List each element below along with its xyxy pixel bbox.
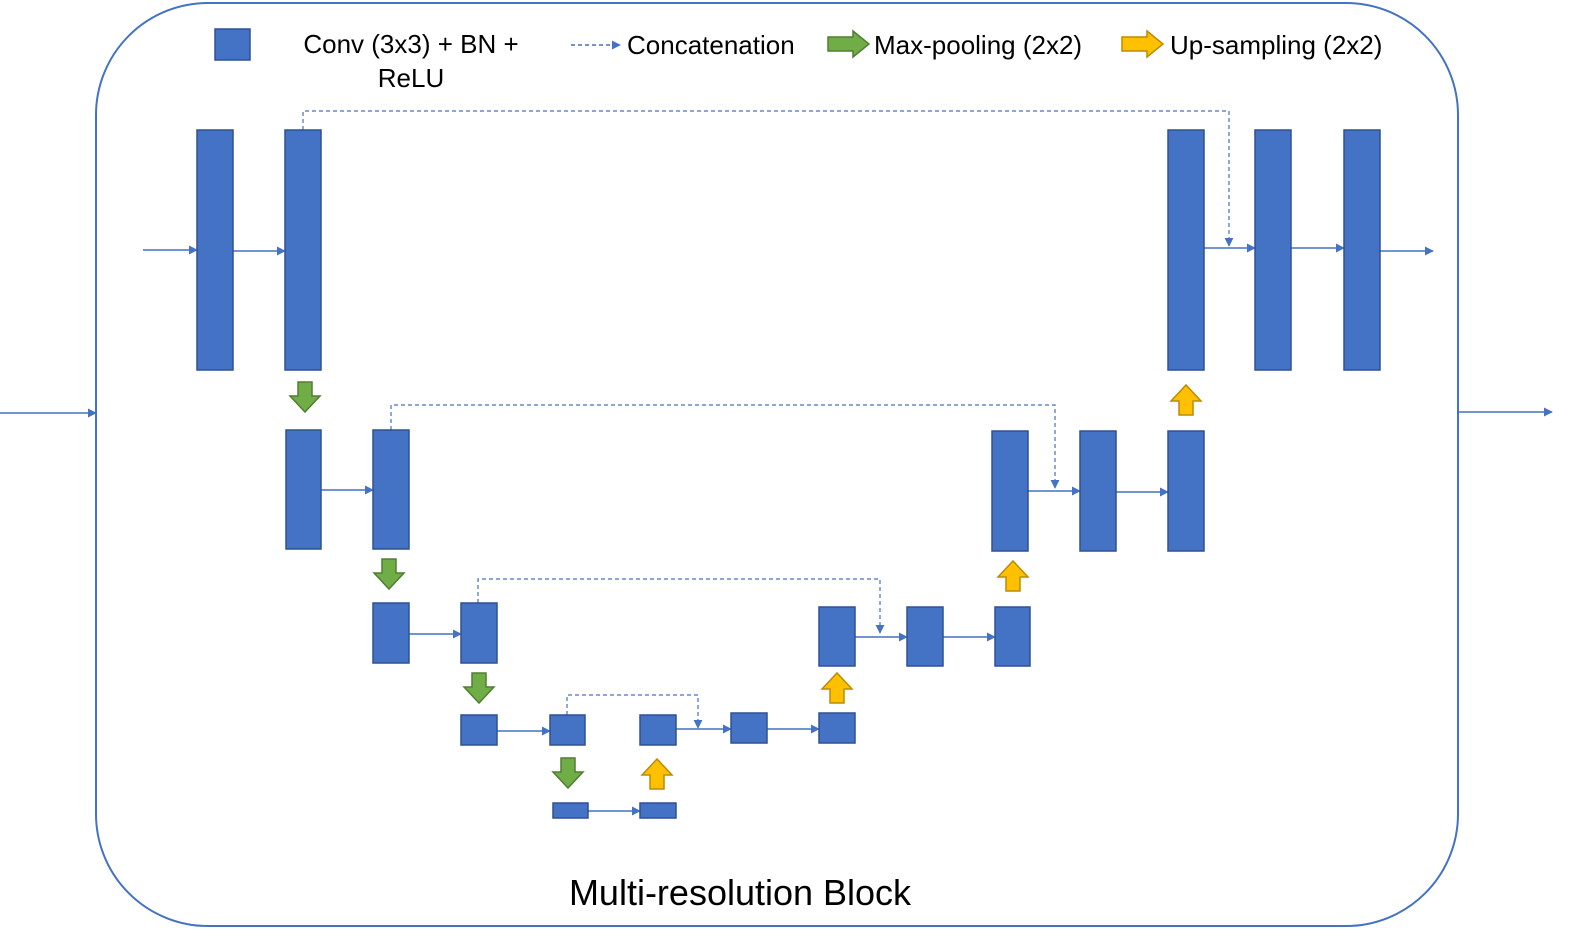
- conv-block: [991, 430, 1029, 552]
- conv-block: [284, 129, 322, 371]
- conv-block: [372, 602, 410, 664]
- conv-block: [1167, 129, 1205, 371]
- conv-block: [994, 606, 1031, 667]
- maxpool-arrow-icon: [288, 381, 322, 414]
- conv-block: [1079, 430, 1117, 552]
- legend-conv-label: Conv (3x3) + BN +: [303, 29, 518, 59]
- flow-arrows: [143, 243, 1434, 816]
- legend-upsample-icon: [1121, 29, 1165, 59]
- conv-block: [906, 606, 944, 667]
- conv-block: [460, 714, 498, 746]
- skip-connection-level-2: [390, 404, 1060, 489]
- block-caption: Multi-resolution Block: [569, 872, 912, 913]
- conv-block: [639, 802, 677, 819]
- legend-maxpool-label: Max-pooling (2x2): [874, 30, 1082, 60]
- conv-block: [460, 602, 498, 664]
- legend-conv-label-2: ReLU: [378, 63, 444, 93]
- upsample-arrow-icon: [1169, 383, 1203, 416]
- conv-block: [1254, 129, 1292, 371]
- conv-blocks: [196, 129, 1381, 819]
- conv-block: [196, 129, 234, 371]
- maxpool-arrow-icon: [372, 558, 406, 591]
- upsample-arrow-icon: [996, 559, 1030, 592]
- maxpool-arrows: [288, 381, 585, 790]
- conv-block: [1167, 430, 1205, 552]
- upsample-arrows: [640, 383, 1203, 790]
- conv-block: [372, 429, 410, 550]
- conv-block: [285, 429, 322, 550]
- legend-concat-label: Concatenation: [627, 30, 795, 60]
- skip-connection-level-1: [302, 110, 1234, 247]
- block-container: [95, 2, 1459, 927]
- conv-block: [730, 712, 768, 744]
- skip-connections: [302, 110, 1234, 729]
- skip-connection-level-4: [566, 694, 703, 729]
- conv-block: [818, 712, 856, 744]
- legend-conv-icon: [214, 28, 251, 61]
- maxpool-arrow-icon: [462, 672, 496, 705]
- conv-block: [549, 714, 586, 746]
- skip-connection-level-3: [477, 578, 885, 634]
- legend-upsample-label: Up-sampling (2x2): [1170, 30, 1382, 60]
- conv-block: [1343, 129, 1381, 371]
- legend: Conv (3x3) + BN + ReLU Concatenation Max…: [214, 28, 1382, 93]
- conv-block: [552, 802, 589, 819]
- conv-block: [639, 714, 677, 746]
- legend-maxpool-icon: [827, 29, 871, 59]
- conv-block: [818, 606, 856, 667]
- upsample-arrow-icon: [820, 671, 854, 704]
- upsample-arrow-icon: [640, 757, 674, 790]
- maxpool-arrow-icon: [551, 757, 585, 790]
